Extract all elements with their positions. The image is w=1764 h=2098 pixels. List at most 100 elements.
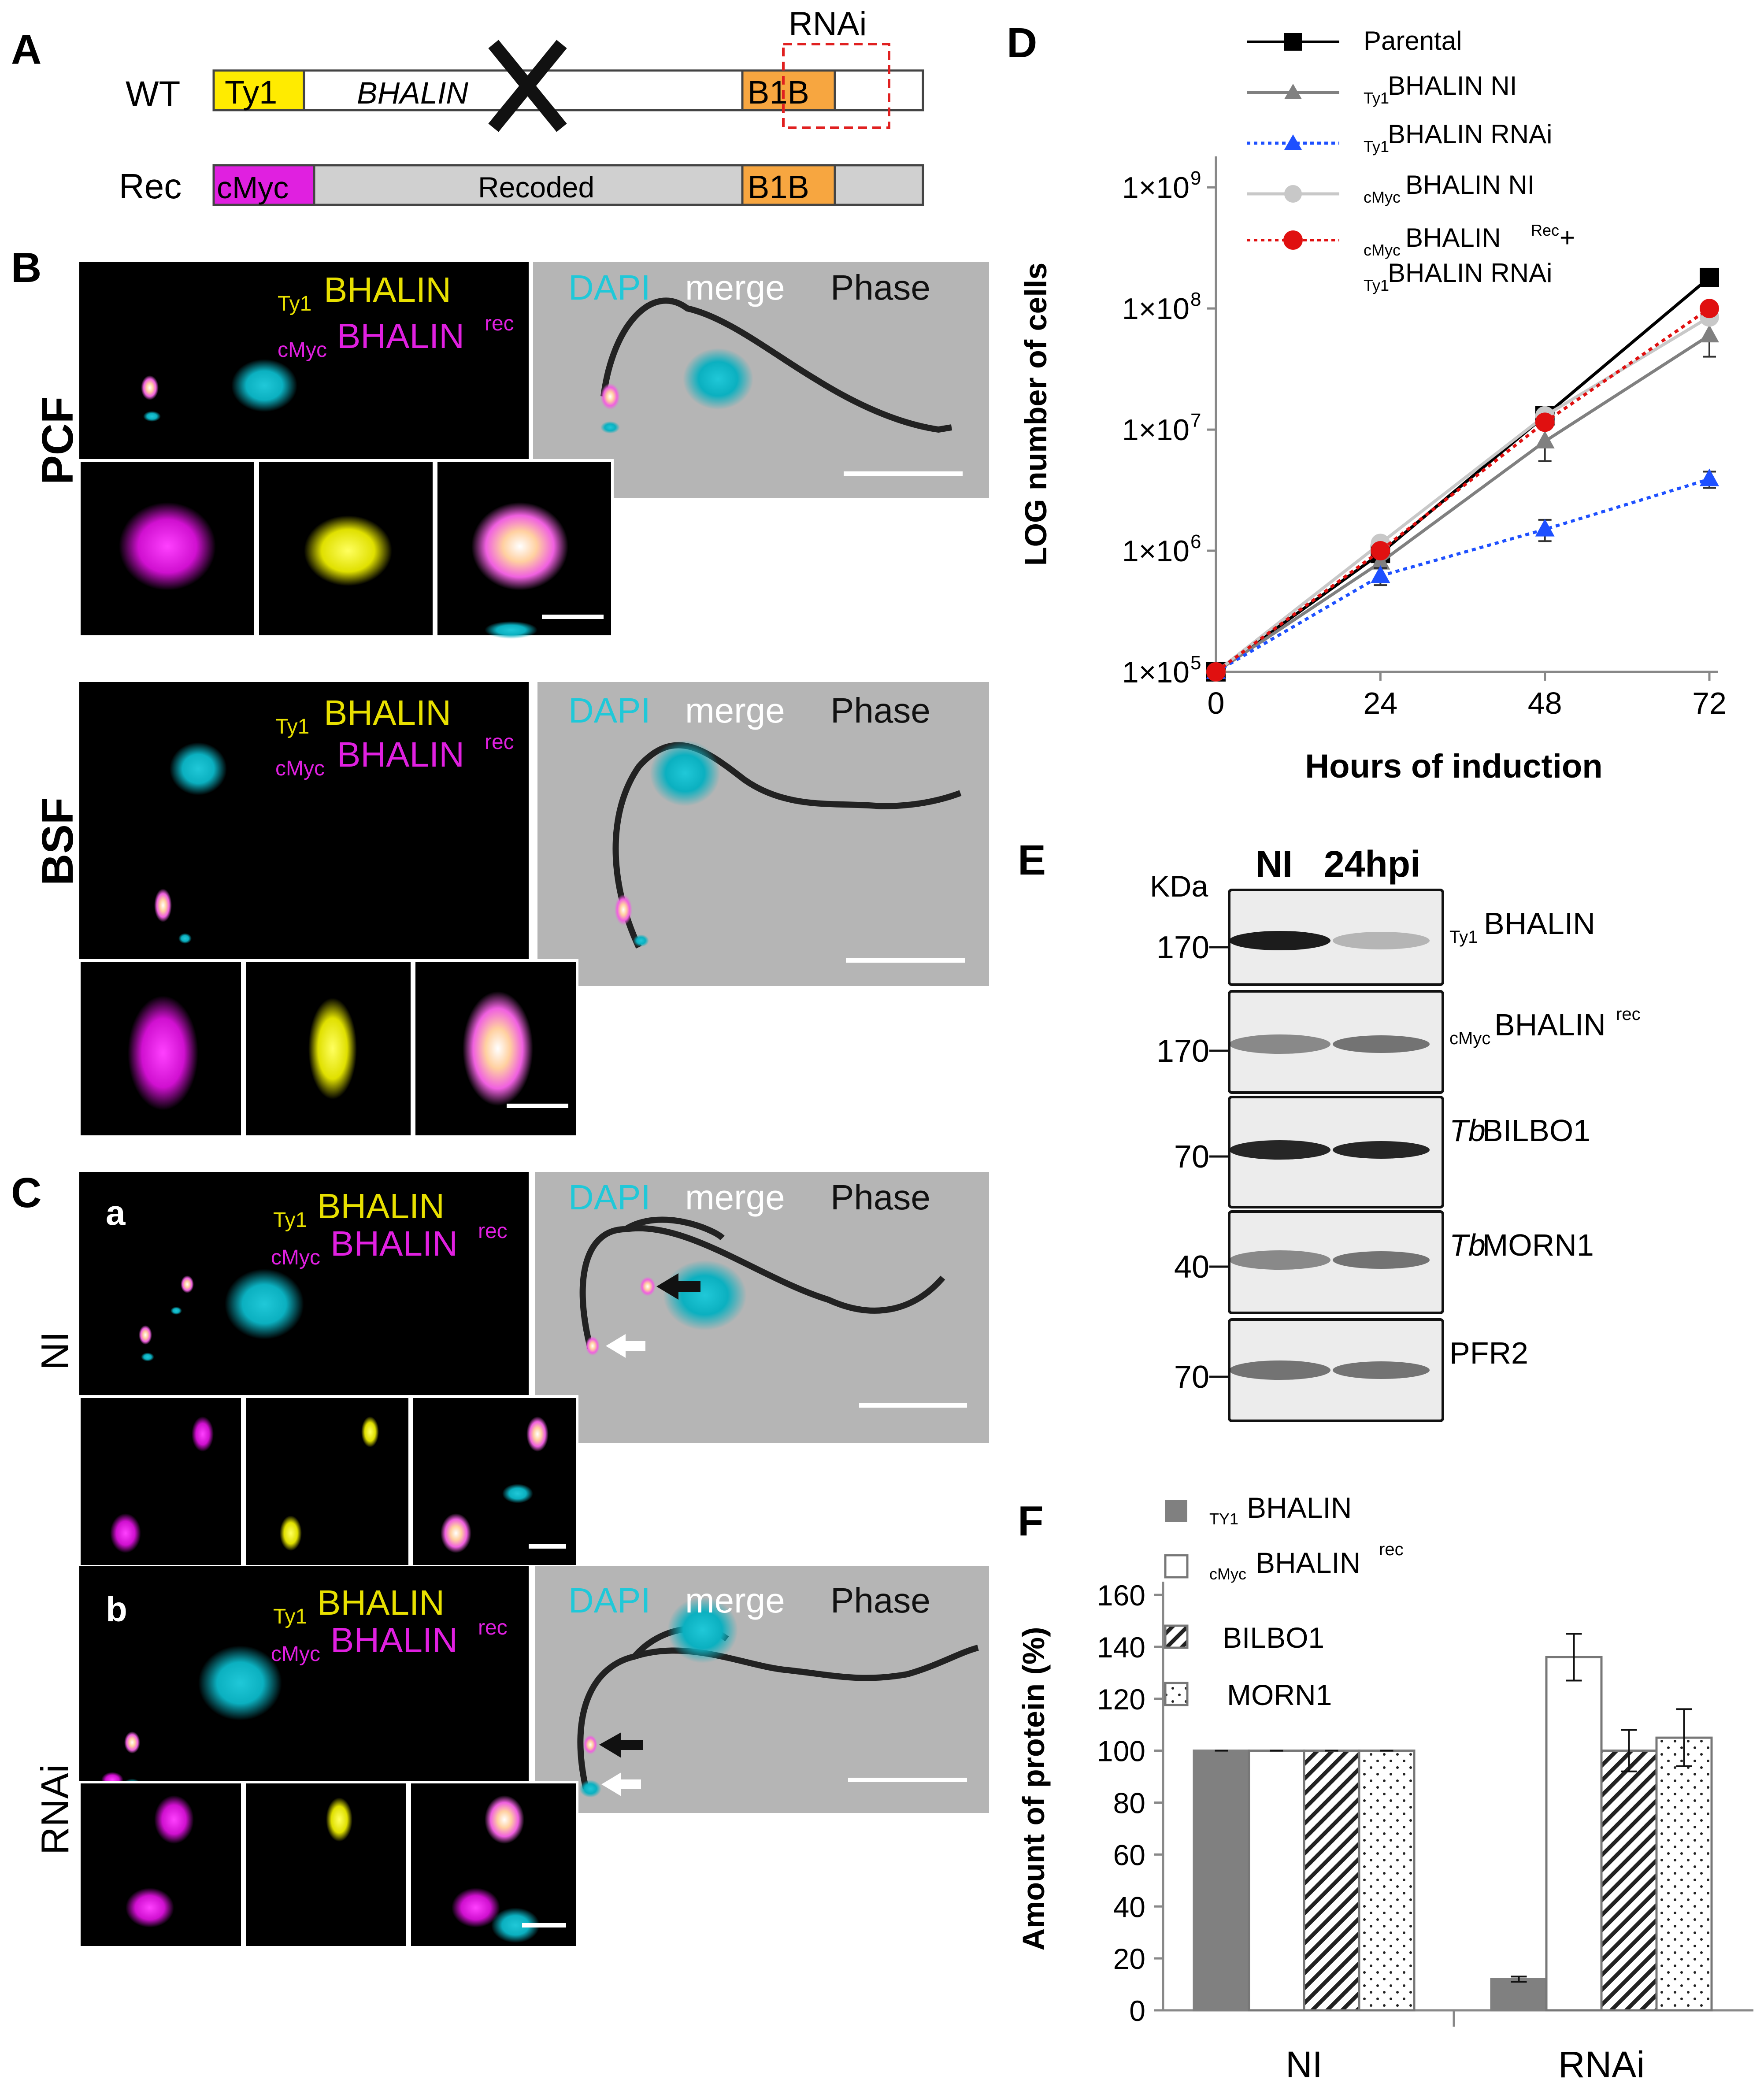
d-legend-parental: Parental [1364,26,1462,56]
bsf-merge-kinetoplast [633,934,649,947]
panel-b-letter: B [11,244,41,291]
bsf-kinetoplast [178,933,192,944]
pcf-inset-merge-kinetoplast [485,621,537,639]
d-legend-rescue-sub2: Ty1 [1364,276,1389,294]
cb-inset-merge-kinetoplast [491,1908,540,1943]
d-plot-area: 1×10 91×10 81×10 71×10 61×10 50 24 48 72 [1122,167,1727,720]
d-legend-rescue-main2: BHALIN RNAi [1388,258,1552,288]
d-data-point [1700,267,1719,287]
d-series-line [1215,315,1710,673]
d-x-tick-label: 72 [1692,686,1727,720]
e-marker-label: 40 [1174,1249,1209,1285]
cb-inset-magenta-signal-2 [126,1888,174,1927]
bsf-phase-label: Phase [830,691,930,730]
cb-merge-label: merge [685,1581,785,1620]
ca-inset-magenta-signal-2 [110,1513,141,1553]
bsf-phase-merge-image [537,682,989,986]
rec-b1b-label: B1B [748,169,809,205]
f-bar [1358,1750,1416,2012]
d-legend: Parental Ty1 BHALIN NI Ty1 BHALIN RNAi c… [1247,26,1575,294]
pcf-merge-nucleus [683,348,753,410]
wt-b1b-label: B1B [748,74,809,111]
pcf-merge-label: merge [685,268,785,307]
ca-inset-magenta-signal-1 [192,1416,214,1452]
f-bar [1303,1750,1360,2012]
ca-cell-outline [579,1216,945,1349]
d-data-point [1700,325,1719,343]
ca-ty1-main: BHALIN [317,1186,445,1226]
e-band [1333,1361,1430,1379]
f-legend-swatch-ty1 [1165,1500,1187,1522]
cb-nucleus [198,1646,282,1720]
panel-f: F TY1 BHALIN cMyc BHALIN rec BILBO1 MORN… [1016,1491,1753,2085]
wt-ty1-box [212,69,305,111]
e-label-main: BHALIN [1494,1008,1606,1042]
bsf-cmyc-main: BHALIN [337,735,464,774]
e-band [1229,1034,1330,1054]
bsf-cell-outline [612,742,962,949]
f-bar [1248,1750,1305,2012]
rec-cmyc-label: cMyc [217,171,289,205]
d-data-point [1535,412,1555,432]
bsf-cmyc-rec: rec [485,730,514,754]
ca-cmyc-sub-label: cMyc [271,1246,320,1269]
pcf-label: PCF [33,397,82,485]
ca-sublabel: a [106,1193,126,1232]
d-legend-marker-ty1-rnai [1284,134,1302,150]
pcf-ty1-sub: Ty1 [278,292,311,315]
e-label-main: PFR2 [1449,1336,1528,1370]
cb-inset-merge-signal-1 [485,1795,524,1844]
cb-inset-yellow-signal [326,1798,352,1842]
pcf-merge-signal [600,383,620,410]
panel-c: C NI RNAi a Ty1 BHALIN a cMyc BHALIN rec… [11,1169,989,1949]
d-legend-ty1-rnai-sub: Ty1 [1364,137,1389,156]
rec-label: Rec [119,167,182,206]
rnai-row-label: RNAi [33,1764,77,1855]
ca-phase-label: Phase [830,1178,930,1217]
e-label-ital: Tb [1449,1113,1486,1148]
d-data-point [1371,552,1390,570]
pcf-dapi-label: DAPI [568,268,651,307]
e-label-sub: Ty1 [1449,927,1478,947]
ca-nucleus [225,1269,304,1339]
panel-a-letter: A [11,26,41,73]
ca-merge-signal-1 [640,1277,656,1296]
f-y-tick-label: 20 [1113,1942,1145,1975]
ca-white-arrow-icon [606,1334,645,1358]
cb-inset-yellow [243,1781,409,1949]
panel-f-letter: F [1018,1498,1044,1545]
bsf-merge-label: merge [685,691,785,730]
cb-phase-label: Phase [830,1581,930,1620]
f-category-label: RNAi [1558,2044,1645,2085]
rnai-label: RNAi [789,5,867,43]
e-col-24hpi: 24hpi [1324,843,1420,885]
f-legend-swatch-morn1 [1164,1682,1189,1706]
d-y-tick-label: 1×10 [1122,292,1190,326]
f-legend-ty1: BHALIN [1247,1491,1352,1524]
panel-a: A RNAi WT Ty1 BHALIN B1B Rec cMyc Recode… [11,5,924,206]
e-marker-label: 170 [1156,930,1209,965]
e-band [1229,1140,1330,1160]
f-legend-swatch-cmyc [1164,1554,1189,1579]
f-bar [1193,1750,1250,2012]
f-legend-ty1-sub: TY1 [1209,1510,1238,1528]
panel-e-letter: E [1018,837,1046,884]
pcf-fluorescence-image [79,262,529,460]
f-y-tick-label: 40 [1113,1890,1145,1923]
e-label-sub: cMyc [1449,1029,1490,1048]
d-legend-cmyc-ni-sub: cMyc [1364,188,1401,206]
d-data-point [1700,299,1719,319]
d-legend-marker-cmyc-ni [1284,185,1302,203]
f-y-tick-label: 140 [1097,1631,1145,1664]
recoded-label: Recoded [478,171,594,204]
f-legend-morn1: MORN1 [1227,1679,1332,1711]
ca-inset-merge-kinetoplast [502,1484,533,1503]
f-y-tick-label: 0 [1129,1994,1145,2027]
d-y-tick-label: 1×10 [1122,171,1190,204]
e-marker-label: 170 [1156,1034,1209,1069]
bsf-merge-signal [615,894,632,925]
